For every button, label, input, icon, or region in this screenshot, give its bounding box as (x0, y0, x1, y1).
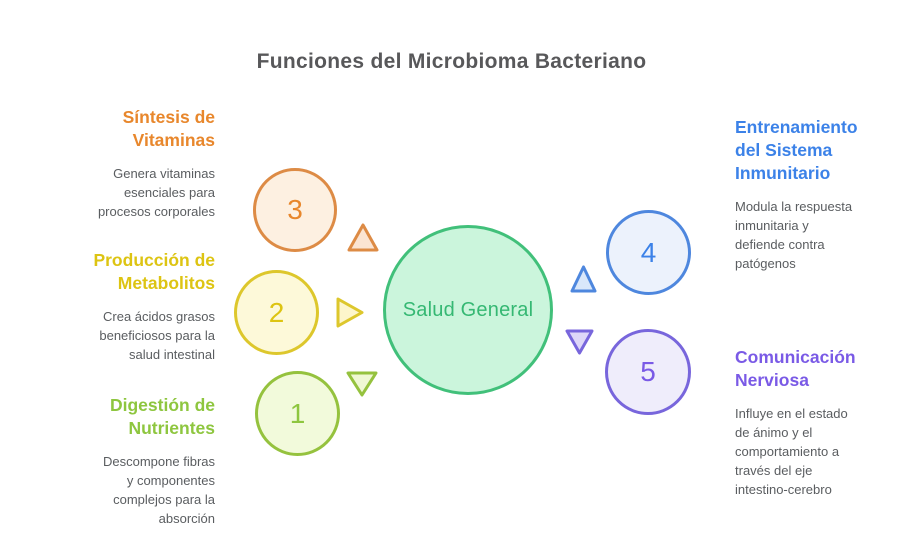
node-produccion: 2 (234, 270, 319, 355)
function-heading-digestion: Digestión de Nutrientes (109, 395, 215, 439)
function-heading-comunicacion: Comunicación Nerviosa (735, 347, 856, 391)
node-number-1: 1 (289, 397, 306, 429)
node-salud-general: Salud General (383, 225, 553, 395)
function-block-digestion: Digestión de Nutrientes Descompone fibra… (35, 394, 215, 529)
triangle-right-icon (336, 297, 364, 328)
center-node-label: Salud General (402, 298, 534, 321)
function-block-sintesis: Síntesis de Vitaminas Genera vitaminas e… (35, 106, 215, 222)
function-description-digestion: Descompone fibras y componentes complejo… (103, 454, 215, 526)
function-description-comunicacion: Influye en el estado de ánimo y el compo… (735, 406, 848, 497)
node-number-5: 5 (640, 356, 656, 387)
triangle-down-shape (346, 371, 378, 397)
function-description-sintesis: Genera vitaminas esenciales para proceso… (97, 166, 215, 219)
node-sintesis: 3 (253, 168, 337, 252)
node-number-3: 3 (287, 194, 303, 225)
triangle-up-shape (570, 265, 597, 293)
triangle-down-icon (346, 371, 378, 397)
node-number-2: 2 (268, 296, 285, 328)
diagram-title: Funciones del Microbioma Bacteriano (256, 50, 647, 73)
triangle-down-icon (565, 329, 594, 355)
function-description-entrenamiento: Modula la respuesta inmunitaria y defien… (735, 199, 853, 271)
function-description-produccion: Crea ácidos grasos beneficiosos para la … (99, 309, 215, 362)
function-heading-produccion: Producción de Metabolitos (93, 250, 215, 294)
function-block-entrenamiento: Entrenamiento del Sistema Inmunitario Mo… (735, 116, 890, 274)
triangle-up-icon (570, 265, 597, 293)
function-block-produccion: Producción de Metabolitos Crea ácidos gr… (35, 249, 215, 365)
node-number-4: 4 (640, 236, 657, 268)
function-heading-sintesis: Síntesis de Vitaminas (122, 107, 215, 151)
node-digestion: 1 (255, 371, 340, 456)
triangle-down-shape (565, 329, 594, 355)
node-comunicacion: 5 (605, 329, 691, 415)
function-block-comunicacion: Comunicación Nerviosa Influye en el esta… (735, 346, 895, 499)
triangle-up-shape (347, 223, 379, 252)
function-heading-entrenamiento: Entrenamiento del Sistema Inmunitario (735, 117, 858, 184)
triangle-right-shape (336, 297, 364, 328)
node-entrenamiento: 4 (606, 210, 691, 295)
triangle-up-icon (347, 223, 379, 252)
